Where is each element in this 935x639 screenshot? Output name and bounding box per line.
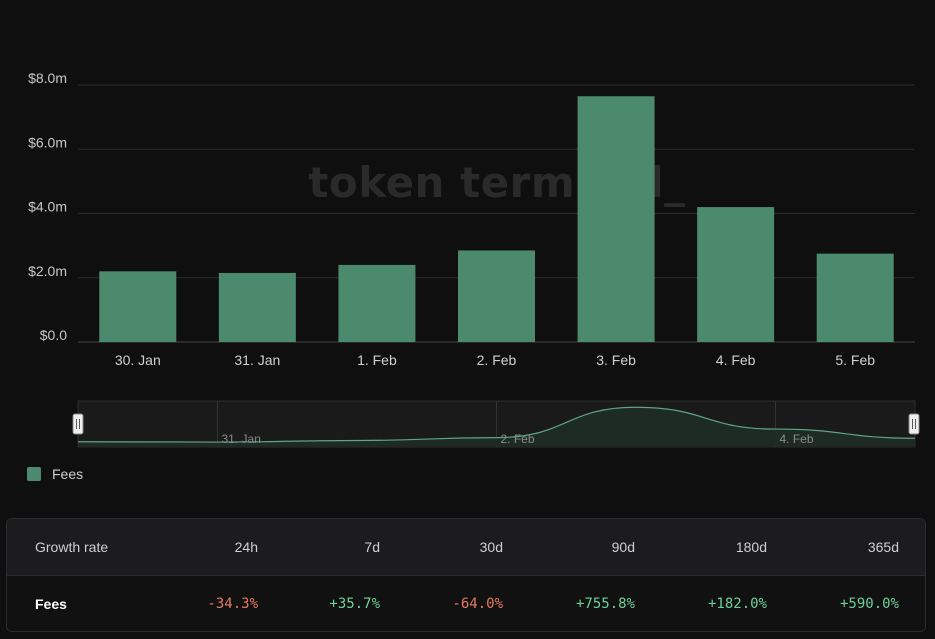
- bar[interactable]: [577, 96, 655, 343]
- navigator-line: [77, 406, 916, 443]
- navigator-handle-right[interactable]: [908, 413, 920, 435]
- growth-value: +182.0%: [707, 596, 767, 612]
- growth-rate-header-label: Growth rate: [35, 539, 109, 555]
- x-tick-label: 3. Feb: [596, 352, 636, 368]
- growth-value: +590.0%: [839, 596, 899, 612]
- period-header: 180d: [735, 539, 767, 555]
- bar[interactable]: [99, 271, 177, 342]
- period-header: 24h: [234, 539, 258, 555]
- bar[interactable]: [338, 264, 416, 342]
- x-tick-label: 30. Jan: [115, 352, 161, 368]
- period-header: 30d: [479, 539, 503, 555]
- growth-value: -34.3%: [207, 596, 258, 612]
- growth-value: -64.0%: [452, 596, 503, 612]
- period-header: 365d: [867, 539, 899, 555]
- y-axis-ticks: $0.0 $2.0m $4.0m $6.0m $8.0m: [28, 70, 67, 343]
- growth-table-header: Growth rate 24h 7d 30d 90d 180d 365d: [7, 519, 925, 576]
- x-tick-label: 1. Feb: [357, 352, 397, 368]
- growth-value: +35.7%: [329, 596, 380, 612]
- period-header: 90d: [611, 539, 635, 555]
- legend-swatch-fees: [27, 467, 41, 481]
- growth-value: +755.8%: [575, 596, 635, 612]
- growth-rate-table: Growth rate 24h 7d 30d 90d 180d 365d Fee…: [6, 518, 926, 632]
- x-tick-label: 2. Feb: [477, 352, 517, 368]
- x-tick-label: 31. Jan: [234, 352, 280, 368]
- bar[interactable]: [697, 207, 775, 342]
- y-tick-label: $0.0: [40, 327, 67, 343]
- bar[interactable]: [816, 253, 894, 342]
- y-tick-label: $2.0m: [28, 263, 67, 279]
- y-tick-label: $4.0m: [28, 199, 67, 215]
- bar-series-fees: [99, 96, 894, 343]
- navigator-handle-left[interactable]: [72, 413, 84, 435]
- chart-gridlines: [78, 84, 915, 343]
- period-header: 7d: [364, 539, 380, 555]
- x-tick-label: 5. Feb: [835, 352, 875, 368]
- fees-row-label: Fees: [35, 596, 67, 612]
- bar[interactable]: [218, 272, 296, 342]
- legend-label-fees: Fees: [52, 466, 84, 482]
- y-tick-label: $8.0m: [28, 70, 67, 86]
- x-axis-ticks: 30. Jan 31. Jan 1. Feb 2. Feb 3. Feb 4. Feb 5.…: [115, 352, 875, 368]
- navigator-label: 2. Feb: [501, 432, 535, 446]
- bar[interactable]: [458, 250, 535, 342]
- navigator-label: 31. Jan: [222, 432, 261, 446]
- chart-legend[interactable]: Fees: [27, 466, 83, 482]
- range-navigator[interactable]: 31. Jan 2. Feb 4. Feb: [72, 400, 920, 448]
- table-row: Fees -34.3% +35.7% -64.0% +755.8% +182.0…: [7, 576, 925, 631]
- navigator-area: [78, 407, 915, 446]
- y-tick-label: $6.0m: [28, 134, 67, 150]
- navigator-label: 4. Feb: [780, 432, 814, 446]
- fees-bar-chart: token terminal_ $0.0$2.0m$4.0m$6.0m$8.0m…: [28, 70, 920, 448]
- x-tick-label: 4. Feb: [716, 352, 756, 368]
